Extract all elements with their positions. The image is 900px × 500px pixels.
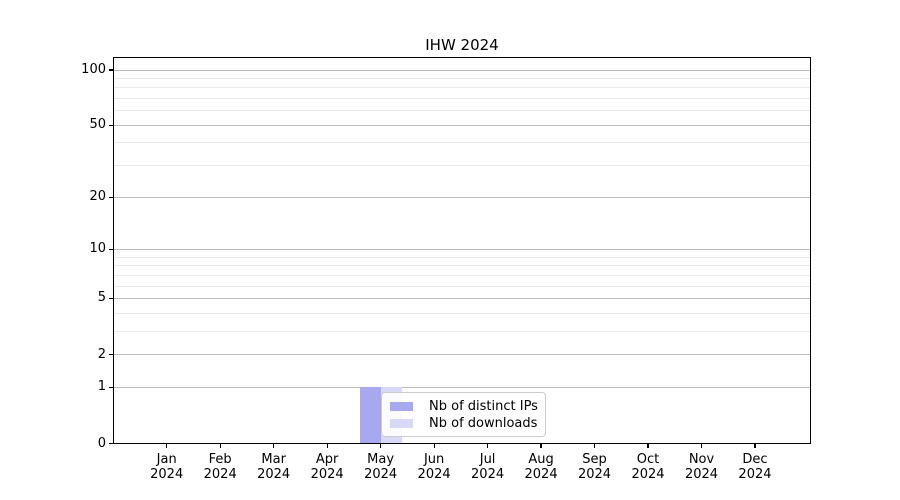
legend-entry: Nb of distinct IPs: [390, 398, 545, 415]
minor-gridline: [114, 256, 810, 258]
y-tick-mark: [108, 248, 113, 251]
major-gridline: [114, 69, 810, 71]
minor-gridline: [114, 98, 810, 100]
x-tick-mark: [700, 444, 703, 448]
y-tick-label: 10: [89, 241, 106, 257]
legend-swatch: [390, 402, 413, 411]
x-tick-mark: [486, 444, 489, 448]
y-tick-label: 50: [89, 117, 106, 133]
x-tick-label: Feb 2024: [203, 452, 237, 482]
x-tick-label: Oct 2024: [631, 452, 665, 482]
major-gridline: [114, 124, 810, 126]
x-tick-mark: [380, 444, 382, 448]
minor-gridline: [114, 77, 810, 79]
minor-gridline: [114, 142, 810, 144]
major-gridline: [114, 297, 810, 299]
minor-gridline: [114, 285, 810, 287]
minor-gridline: [114, 110, 810, 112]
legend-swatch: [390, 419, 413, 428]
x-tick-label: Aug 2024: [524, 452, 558, 482]
y-tick-label: 20: [89, 189, 106, 205]
x-tick-mark: [166, 444, 168, 448]
x-tick-label: Jul 2024: [471, 452, 505, 482]
x-tick-mark: [593, 444, 596, 448]
legend-entry-label: Nb of downloads: [429, 416, 538, 431]
minor-gridline: [114, 87, 810, 89]
major-gridline: [114, 354, 810, 356]
y-tick-mark: [108, 124, 113, 126]
y-tick-label: 5: [97, 290, 106, 306]
bar-distinct-ips: [360, 387, 382, 444]
x-tick-label: Sep 2024: [577, 452, 612, 482]
x-tick-mark: [273, 444, 275, 448]
x-tick-mark: [754, 444, 756, 448]
x-tick-label: May 2024: [364, 452, 398, 482]
x-tick-label: Jun 2024: [417, 452, 451, 482]
y-tick-mark: [108, 196, 113, 198]
y-tick-mark: [108, 353, 113, 356]
y-tick-label: 1: [97, 379, 106, 395]
x-tick-mark: [647, 444, 649, 448]
minor-gridline: [114, 265, 810, 267]
x-tick-label: Dec 2024: [738, 452, 772, 482]
x-tick-label: Mar 2024: [257, 452, 291, 482]
x-tick-mark: [326, 444, 328, 448]
minor-gridline: [114, 165, 810, 167]
legend: Nb of distinct IPs Nb of downloads: [381, 392, 546, 437]
major-gridline: [114, 386, 810, 388]
y-tick-label: 2: [97, 346, 106, 362]
y-tick-mark: [108, 69, 113, 71]
major-gridline: [114, 248, 810, 250]
minor-gridline: [114, 312, 810, 314]
major-gridline: [114, 196, 810, 198]
chart-title: IHW 2024: [425, 36, 499, 54]
legend-entry: Nb of downloads: [390, 415, 545, 432]
x-tick-label: Jan 2024: [150, 452, 184, 482]
x-tick-label: Nov 2024: [684, 452, 719, 482]
x-tick-mark: [219, 444, 221, 448]
x-tick-mark: [433, 444, 435, 448]
minor-gridline: [114, 330, 810, 332]
y-tick-mark: [108, 297, 113, 300]
y-tick-mark: [108, 442, 113, 445]
y-tick-mark: [108, 386, 113, 388]
x-tick-label: Apr 2024: [310, 452, 344, 482]
y-tick-label: 100: [81, 62, 106, 77]
y-tick-label: 0: [97, 435, 106, 451]
legend-entry-label: Nb of distinct IPs: [429, 399, 538, 414]
minor-gridline: [114, 274, 810, 276]
x-tick-mark: [540, 444, 542, 448]
